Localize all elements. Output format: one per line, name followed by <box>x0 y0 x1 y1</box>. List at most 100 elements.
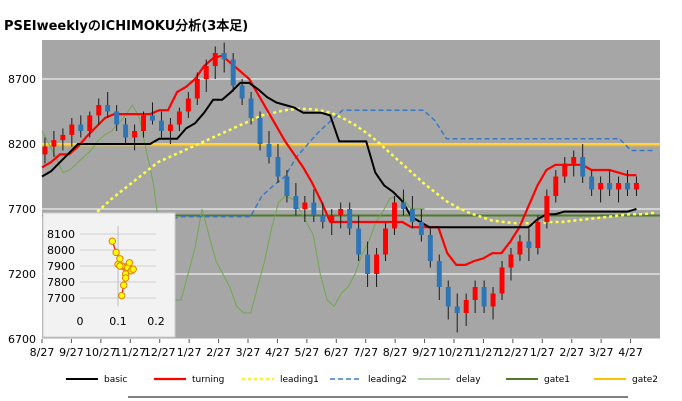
candle-body <box>78 124 84 131</box>
y-tick-label: 8700 <box>8 73 36 86</box>
candle-body <box>562 163 568 177</box>
candle-body <box>347 209 353 229</box>
chart-title: PSEIweeklyのICHIMOKU分析(3本足) <box>4 19 249 34</box>
candle-body <box>625 183 630 190</box>
candle-body <box>158 120 164 131</box>
inset-point <box>118 291 126 300</box>
candle-body <box>454 306 460 313</box>
inset-point <box>120 281 128 289</box>
inset-point <box>112 248 120 257</box>
candle-body <box>418 222 424 235</box>
candle-body <box>445 287 451 307</box>
inset-y-tick-label: 7800 <box>47 276 75 289</box>
candle-body <box>311 202 317 216</box>
candle-body <box>383 228 388 255</box>
candle-body <box>356 228 362 255</box>
candle-body <box>526 241 532 248</box>
candle-body <box>508 254 514 268</box>
candle-body <box>105 105 111 112</box>
x-tick-label: 3/27 <box>236 346 261 359</box>
delay-line <box>41 104 425 314</box>
candle-body <box>392 202 397 229</box>
y-tick-label: 7700 <box>8 203 36 216</box>
candle-body <box>248 98 254 118</box>
candle-body <box>517 241 523 255</box>
candle-body <box>87 115 93 131</box>
candle-body <box>616 183 621 190</box>
x-tick-label: 6/27 <box>324 346 349 359</box>
candle-body <box>42 146 48 155</box>
candle-body <box>607 183 613 190</box>
x-tick-label: 1/27 <box>530 346 555 359</box>
candle-body <box>275 157 281 177</box>
candle-body <box>257 118 263 144</box>
inset-point <box>125 259 134 267</box>
candle-body <box>266 144 272 157</box>
x-tick-label: 10/27 <box>438 346 470 359</box>
candle-body <box>194 79 200 99</box>
legend-label-gate2: gate2 <box>632 375 658 385</box>
x-tick-label: 12/27 <box>144 346 176 359</box>
candle-body <box>580 157 586 177</box>
inset-x-tick-label: 0 <box>77 315 84 328</box>
candle-body <box>338 209 344 216</box>
candle-body <box>167 124 173 131</box>
x-tick-label: 8/27 <box>30 346 55 359</box>
x-tick-label: 7/27 <box>353 346 378 359</box>
x-tick-label: 10/27 <box>85 346 117 359</box>
inset-x-tick-label: 0.1 <box>109 315 127 328</box>
candle-body <box>141 115 146 131</box>
candle-body <box>535 222 541 248</box>
legend-label-leading1: leading1 <box>280 375 319 385</box>
candle-body <box>409 209 415 222</box>
y-tick-label: 7200 <box>8 268 36 281</box>
legend: basic turning leading1 leading2 delay gate1 ga… <box>66 375 658 385</box>
candle-body <box>427 235 433 261</box>
candle-body <box>51 140 57 147</box>
candle-body <box>571 157 577 164</box>
candle-body <box>114 111 120 125</box>
y-tick-label: 6700 <box>8 333 36 346</box>
inset-y-tick-label: 8100 <box>47 228 75 241</box>
leading1-line <box>76 107 655 226</box>
candle-body <box>69 124 75 135</box>
candle-body <box>150 115 155 121</box>
candlesticks <box>42 42 639 333</box>
candle-body <box>633 183 639 190</box>
candle-body <box>320 215 326 222</box>
x-tick-label: 2/27 <box>559 346 584 359</box>
candle-body <box>544 196 550 222</box>
legend-label-basic: basic <box>104 375 127 385</box>
inset-scatter-chart: 7700 7800 7900 8000 8100 0 0.1 0.2 <box>42 212 176 338</box>
x-tick-label: 12/27 <box>497 346 529 359</box>
x-tick-label: 4/27 <box>618 346 643 359</box>
legend-label-leading2: leading2 <box>368 375 407 385</box>
candle-body <box>589 176 595 190</box>
candle-body <box>499 267 505 294</box>
candle-body <box>436 261 442 287</box>
candle-body <box>490 293 496 307</box>
candle-body <box>293 196 299 209</box>
candle-body <box>212 53 218 66</box>
x-tick-label: 11/27 <box>114 346 146 359</box>
inset-point <box>121 274 130 282</box>
candle-body <box>598 183 604 190</box>
candle-body <box>374 254 380 274</box>
legend-label-gate1: gate1 <box>544 375 570 385</box>
x-tick-label: 4/27 <box>265 346 290 359</box>
candle-body <box>185 98 191 112</box>
candle-body <box>221 53 227 60</box>
y-axis: 6700 7200 7700 8200 8700 <box>8 73 36 346</box>
candle-body <box>123 124 129 138</box>
candle-body <box>302 202 308 209</box>
candle-body <box>400 202 406 209</box>
candle-body <box>239 85 245 99</box>
candle-body <box>481 287 487 307</box>
candle-body <box>553 176 559 196</box>
inset-y-tick-label: 8000 <box>47 244 75 257</box>
candle-body <box>96 105 102 116</box>
inset-point <box>116 262 124 270</box>
inset-y-tick-label: 7700 <box>47 292 75 305</box>
candle-body <box>176 111 182 125</box>
